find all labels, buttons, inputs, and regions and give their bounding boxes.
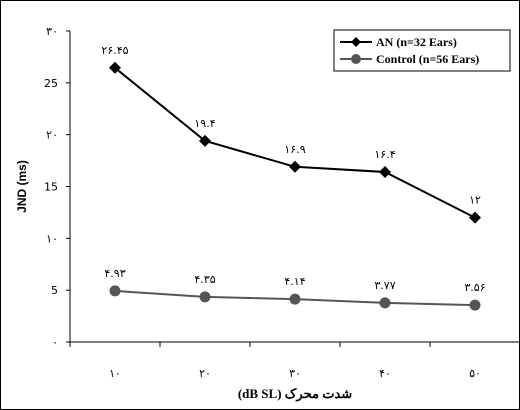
legend-item: Control (n=56 Ears): [340, 52, 479, 66]
data-label: ۱۲: [469, 194, 481, 207]
x-tick-label: ۴۰: [379, 367, 391, 380]
x-tick-label: ۵۰: [469, 367, 481, 380]
x-tick-label: ۱۰: [109, 367, 121, 380]
legend-item: AN (n=32 Ears): [340, 35, 457, 49]
legend-label: AN (n=32 Ears): [376, 35, 457, 49]
data-point: [379, 297, 391, 309]
data-point: [379, 165, 391, 178]
legend-marker: [351, 54, 361, 64]
data-label: ۱۶.۹: [284, 143, 305, 156]
data-point: [109, 285, 121, 297]
data-point: [289, 293, 301, 305]
data-label: ۳.۵۶: [464, 281, 485, 294]
y-tick-label: 25: [44, 77, 58, 90]
y-tick-label: 15: [44, 181, 58, 194]
legend: AN (n=32 Ears) Control (n=56 Ears): [333, 29, 511, 72]
data-label: ۴.۱۴: [284, 275, 305, 288]
data-point: [289, 160, 301, 173]
data-label: ۴.۹۳: [104, 267, 125, 280]
series-an: ۲۶.۴۵ ۱۹.۴ ۱۶.۹ ۱۶.۴ ۱۲: [101, 44, 481, 224]
legend-label: Control (n=56 Ears): [376, 52, 479, 66]
data-point: [469, 211, 481, 224]
x-axis-title: شدت محرک (dB SL): [238, 386, 352, 402]
y-tick-label: ۰: [52, 336, 58, 349]
x-axis-ticks: ۱۰ ۲۰ ۳۰ ۴۰ ۵۰: [69, 342, 520, 380]
data-label: ۲۶.۴۵: [101, 44, 128, 57]
data-point: [109, 61, 121, 74]
data-point: [199, 291, 211, 303]
y-tick-label: ۲۰: [46, 129, 58, 142]
y-tick-label: ۱۰: [46, 232, 58, 245]
y-axis-title: JND (ms): [15, 160, 29, 213]
data-label: ۱۹.۴: [194, 117, 215, 130]
data-point: [469, 299, 481, 311]
data-label: ۳.۷۷: [374, 279, 395, 292]
y-tick-label: ۳۰: [46, 25, 58, 38]
y-tick-label: 5: [51, 284, 58, 297]
y-axis-ticks: ۰ 5 ۱۰ 15 ۲۰ 25 ۳۰: [44, 25, 70, 349]
series-layer: ۲۶.۴۵ ۱۹.۴ ۱۶.۹ ۱۶.۴ ۱۲ ۴.۹۳ ۴.۳۵ ۴.۱۴ ۳.۷۷ ۳.۵۶: [101, 44, 486, 311]
data-point: [199, 134, 211, 147]
legend-marker: [351, 37, 361, 47]
legend-box: [333, 29, 511, 72]
data-label: ۴.۳۵: [194, 273, 215, 286]
x-tick-label: ۲۰: [199, 367, 211, 380]
series-control: ۴.۹۳ ۴.۳۵ ۴.۱۴ ۳.۷۷ ۳.۵۶: [104, 267, 486, 311]
x-tick-label: ۳۰: [289, 367, 301, 380]
data-label: ۱۶.۴: [374, 148, 395, 161]
